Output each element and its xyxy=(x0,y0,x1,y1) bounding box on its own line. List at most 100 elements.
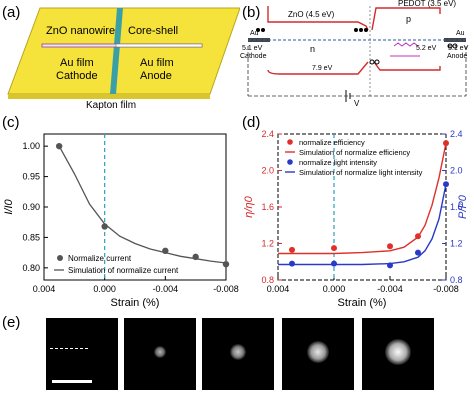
emission-spot xyxy=(384,338,412,366)
zno-conduction-band xyxy=(267,6,369,31)
x-tick-label: -0.004 xyxy=(377,284,403,294)
au-right-ev: 5.1 eV xyxy=(448,45,469,52)
panel-b: (b) ZnO (4.5 eV) PEDOT (3.5 eV) p n Au 5… xyxy=(240,0,474,110)
y-tick-label: 0.80 xyxy=(22,263,40,273)
pedot-conduction-band xyxy=(371,7,441,31)
emission-frame xyxy=(202,318,274,390)
x-tick-label: 0.000 xyxy=(93,284,116,294)
panel-c: (c) 0.004 0.000 -0.004 -0.008 0.80 0.85 0.90 0.… xyxy=(0,112,240,312)
data-point xyxy=(289,260,295,267)
y-left-tick-label: 0.8 xyxy=(261,275,274,285)
y-tick-label: 0.90 xyxy=(22,202,40,212)
y-right-tick-label: 1.6 xyxy=(450,202,463,212)
right-film-label: Au film xyxy=(140,57,174,69)
x-tick-label: 0.004 xyxy=(267,284,290,294)
y-left-tick-label: 1.6 xyxy=(261,202,274,212)
emission-spot xyxy=(154,346,166,358)
legend-entry-label: normalize efficiency xyxy=(299,138,365,147)
x-axis-label: Strain (%) xyxy=(111,297,160,309)
y-tick-label: 0.95 xyxy=(22,172,40,182)
pedot-energy-label: PEDOT (3.5 eV) xyxy=(398,0,456,8)
scale-bar xyxy=(52,380,92,383)
data-point xyxy=(415,249,421,256)
simulation-curve xyxy=(58,145,227,264)
y-tick-label: 1.00 xyxy=(22,141,40,151)
zno-energy-label: ZnO (4.5 eV) xyxy=(288,10,335,19)
panel-b-label: (b) xyxy=(242,4,261,21)
data-point xyxy=(289,246,295,253)
core-shell-segment xyxy=(115,43,203,48)
legend-entry-label: Simulation of normalize light intensity xyxy=(299,168,423,177)
simulation-curve xyxy=(278,142,447,255)
x-axis-label: Strain (%) xyxy=(338,297,387,309)
chart-d: 0.004 0.000 -0.004 -0.0080.81.21.62.02.40.8… xyxy=(243,129,469,309)
y-right-tick-label: 0.8 xyxy=(450,275,463,285)
data-point xyxy=(387,243,393,250)
x-tick-label: -0.008 xyxy=(213,284,239,294)
au-right-label: Au xyxy=(456,30,465,37)
panel-e: (e) xyxy=(0,312,474,403)
band-diagram: ZnO (4.5 eV) PEDOT (3.5 eV) p n Au 5.1 e… xyxy=(240,0,469,108)
y-left-tick-label: 2.0 xyxy=(261,166,274,176)
p-region-label: p xyxy=(406,14,411,24)
zno-valence-band xyxy=(267,61,369,75)
emission-frame xyxy=(282,318,354,390)
pedot-valence-band xyxy=(373,61,441,71)
y-right-tick-label: 2.4 xyxy=(450,129,463,139)
right-role-label: Anode xyxy=(140,70,172,82)
legend-marker-points xyxy=(287,159,293,165)
y-left-axis-label: η/η0 xyxy=(243,195,255,217)
core-shell-label: Core-shell xyxy=(128,25,178,37)
n-region-label: n xyxy=(310,44,315,54)
au-right-role: Anode xyxy=(447,53,467,60)
panel-c-label: (c) xyxy=(2,114,20,131)
emission-frame xyxy=(362,318,434,390)
y-right-tick-label: 2.0 xyxy=(450,166,463,176)
y-left-tick-label: 2.4 xyxy=(261,129,274,139)
voltage-label: V xyxy=(354,99,360,108)
data-point xyxy=(55,142,63,150)
emission-spot xyxy=(230,344,246,360)
panel-d: (d) 0.004 0.000 -0.004 -0.008 0.8 1.2 1.6 2.0 2.… xyxy=(240,112,474,312)
x-tick-label: 0.004 xyxy=(33,284,56,294)
legend-entry-label: Simulation of normalize efficiency xyxy=(299,148,410,157)
legend-points-label: Normalize current xyxy=(68,254,132,263)
left-role-label: Cathode xyxy=(56,70,98,82)
x-tick-label: -0.008 xyxy=(433,284,459,294)
panel-a-label: (a) xyxy=(2,4,21,21)
data-point xyxy=(443,181,449,188)
x-tick-label: -0.004 xyxy=(153,284,179,294)
left-film-label: Au film xyxy=(60,57,94,69)
data-point xyxy=(222,260,230,268)
holes xyxy=(369,43,458,65)
y-right-axis-label: P/P0 xyxy=(457,194,469,219)
kapton-substrate xyxy=(7,7,240,95)
y-tick-label: 0.85 xyxy=(22,232,40,242)
wire-position-marker xyxy=(50,348,88,349)
substrate-edge xyxy=(8,94,210,99)
photon-arrow xyxy=(393,42,419,47)
kapton-label: Kapton film xyxy=(86,100,136,110)
panel-d-label: (d) xyxy=(242,114,261,131)
electrons xyxy=(256,28,368,32)
y-left-tick-label: 1.2 xyxy=(261,239,274,249)
zno-nanowire-label: ZnO nanowire xyxy=(46,25,115,37)
y-axis-label: I/I0 xyxy=(3,198,15,214)
emission-frame xyxy=(124,318,196,390)
legend-entry-label: normalize light intensity xyxy=(299,158,377,167)
emission-spot xyxy=(306,340,330,364)
pedot-gap-label: 5.2 eV xyxy=(416,45,437,52)
zno-gap-label: 7.9 eV xyxy=(312,65,333,72)
device-schematic: ZnO nanowire Core-shell Au film Cathode … xyxy=(7,7,240,110)
au-left-role: Cathode xyxy=(240,53,267,60)
legend-marker-points xyxy=(57,255,63,261)
y-right-tick-label: 1.2 xyxy=(450,239,463,249)
emission-frame xyxy=(46,318,118,390)
data-point xyxy=(331,260,337,267)
chart-c: 0.004 0.000 -0.004 -0.008 0.80 0.85 0.90 0.95 1.… xyxy=(3,133,239,309)
au-left-label: Au xyxy=(250,30,259,37)
au-left-ev: 5.1 eV xyxy=(242,45,263,52)
legend-marker-points xyxy=(287,139,293,145)
electrode-gap xyxy=(110,8,123,94)
data-point xyxy=(331,245,337,252)
